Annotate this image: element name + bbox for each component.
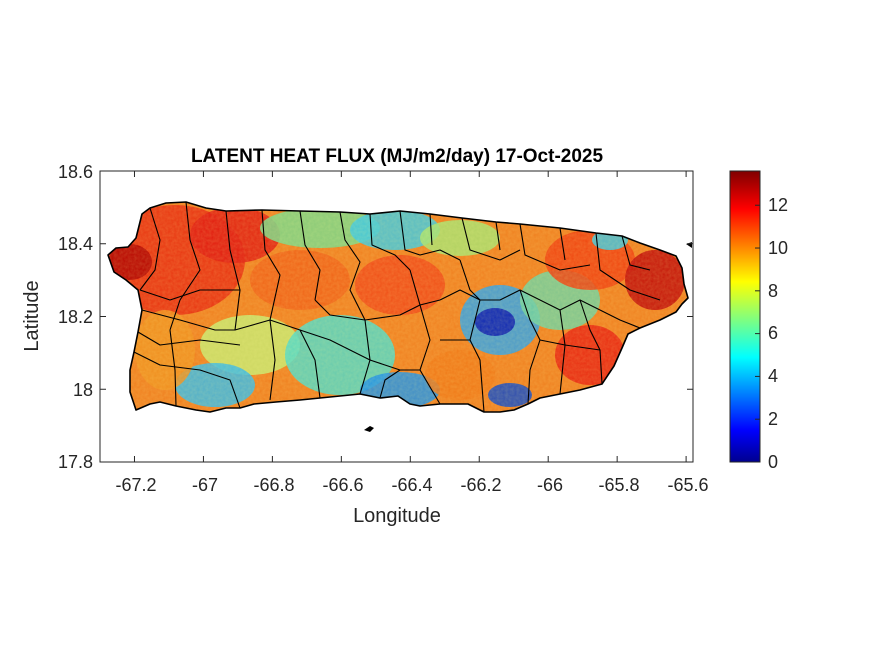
municipality-boundary [225, 210, 241, 331]
municipality-boundary [579, 299, 603, 385]
heatmap-texture [108, 202, 688, 412]
x-tick-label: -65.6 [667, 475, 708, 495]
colorbar-tick-label: 6 [768, 323, 778, 343]
municipality-boundary [269, 319, 371, 361]
colorbar: 0 2 4 6 8 10 12 [729, 170, 788, 472]
y-tick-labels: 17.8 18 18.2 18.4 18.6 [58, 162, 93, 472]
y-tick-label: 18.4 [58, 234, 93, 254]
municipality-boundary [539, 339, 601, 351]
municipality-boundary [137, 331, 241, 346]
municipality-boundary [399, 210, 461, 261]
municipality-boundary [621, 235, 651, 271]
municipality-boundary [141, 309, 271, 331]
municipality-boundary [133, 351, 241, 409]
municipality-boundary [369, 213, 411, 271]
x-tick-labels: -67.2 -67 -66.8 -66.6 -66.4 -66.2 -66 -6… [115, 475, 708, 495]
x-tick-label: -66 [537, 475, 563, 495]
x-tick-label: -67 [192, 475, 218, 495]
x-tick-label: -66.4 [391, 475, 432, 495]
colorbar-tick-label: 8 [768, 281, 778, 301]
municipality-boundary [379, 369, 401, 399]
municipality-boundary [469, 299, 485, 413]
colorbar-gradient [729, 170, 761, 463]
latent-heat-flux-heatmap [108, 202, 688, 412]
municipality-boundary [539, 299, 601, 311]
x-tick-label: -66.8 [253, 475, 294, 495]
axis-ticks [100, 170, 693, 463]
x-tick-label: -65.8 [598, 475, 639, 495]
x-tick-label: -67.2 [115, 475, 156, 495]
municipality-boundary [299, 210, 321, 301]
municipality-boundary [139, 207, 161, 291]
colorbar-tick-label: 2 [768, 409, 778, 429]
municipality-boundary [461, 217, 521, 261]
chart-title: LATENT HEAT FLUX (MJ/m2/day) 17-Oct-2025 [191, 146, 604, 167]
y-tick-label: 18.2 [58, 307, 93, 327]
municipality-boundary [429, 213, 433, 246]
municipality-boundary [559, 227, 566, 261]
municipality-boundary [299, 329, 321, 399]
municipality-boundary [519, 223, 591, 271]
y-tick-label: 17.8 [58, 452, 93, 472]
municipality-boundary [459, 259, 541, 301]
colorbar-tick-label: 4 [768, 366, 778, 386]
y-axis-label: Latitude [21, 280, 43, 351]
x-axis-label: Longitude [353, 505, 441, 527]
municipality-boundary [169, 329, 177, 407]
municipality-boundary [169, 201, 201, 331]
cay-outline [364, 426, 374, 432]
municipality-boundary [314, 299, 441, 321]
island-outline [107, 201, 689, 413]
municipality-boundary [409, 269, 441, 405]
colorbar-tick-label: 0 [768, 452, 778, 472]
x-tick-label: -66.6 [322, 475, 363, 495]
municipality-boundary [439, 289, 481, 301]
x-tick-label: -66.2 [460, 475, 501, 495]
y-tick-label: 18 [73, 380, 93, 400]
municipality-boundary [599, 309, 641, 329]
colorbar-tick-label: 12 [768, 195, 788, 215]
municipality-boundary [495, 221, 501, 251]
municipality-boundary [261, 209, 281, 401]
municipality-boundaries [107, 201, 692, 432]
municipality-boundary [595, 232, 661, 301]
municipality-boundary [139, 289, 240, 301]
y-tick-label: 18.6 [58, 162, 93, 182]
colorbar-tick-label: 10 [768, 238, 788, 258]
colorbar-ticks [755, 204, 760, 463]
